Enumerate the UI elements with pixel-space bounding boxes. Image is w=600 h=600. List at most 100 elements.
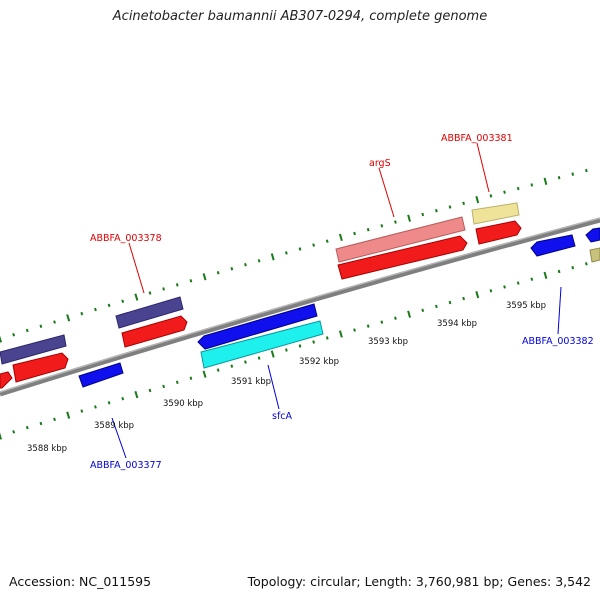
gene-arrow-red-003381[interactable] bbox=[475, 220, 522, 245]
ruler-label: 3589 kbp bbox=[94, 421, 134, 431]
minor-tick bbox=[80, 311, 84, 316]
minor-tick bbox=[12, 430, 16, 434]
gene-arrow-blue-003377[interactable] bbox=[78, 362, 124, 388]
minor-tick bbox=[421, 212, 425, 217]
ruler-label: 3591 kbp bbox=[231, 377, 271, 387]
gene-label-003378[interactable]: ABBFA_003378 bbox=[90, 233, 162, 244]
gene-arrow-cyan-sfca[interactable] bbox=[200, 320, 324, 369]
minor-tick bbox=[162, 384, 166, 389]
minor-tick bbox=[584, 262, 588, 266]
minor-tick bbox=[325, 336, 329, 340]
minor-tick bbox=[298, 344, 302, 348]
minor-tick bbox=[284, 251, 288, 255]
minor-tick bbox=[516, 281, 520, 285]
minor-tick bbox=[448, 300, 452, 305]
major-tick bbox=[475, 195, 480, 204]
gene-arrow-blue-003382[interactable] bbox=[530, 234, 576, 257]
minor-tick bbox=[585, 168, 588, 173]
gene-block-khaki-003381[interactable] bbox=[471, 202, 520, 225]
minor-tick bbox=[12, 333, 16, 337]
gene-labels: ABBFA_003378 argS ABBFA_003381 ABBFA_003… bbox=[90, 133, 594, 471]
leader-sfca bbox=[267, 364, 280, 410]
gene-block-purple-003378[interactable] bbox=[115, 296, 184, 329]
minor-tick bbox=[298, 247, 302, 251]
minor-tick bbox=[448, 205, 452, 209]
ruler-labels: 3588 kbp 3589 kbp 3590 kbp 3591 kbp 3592… bbox=[27, 301, 546, 454]
minor-tick bbox=[571, 172, 575, 176]
minor-tick bbox=[148, 388, 152, 393]
leader-003382 bbox=[557, 286, 562, 335]
major-tick bbox=[202, 273, 207, 281]
minor-tick bbox=[53, 417, 56, 422]
minor-tick bbox=[312, 340, 316, 344]
gene-label-args[interactable]: argS bbox=[369, 158, 391, 169]
gene-arrow-red-1[interactable] bbox=[12, 352, 69, 383]
major-tick bbox=[134, 390, 139, 399]
minor-tick bbox=[557, 269, 561, 274]
minor-tick bbox=[175, 380, 179, 385]
minor-tick bbox=[571, 265, 575, 270]
minor-tick bbox=[257, 356, 261, 360]
minor-tick bbox=[230, 267, 234, 271]
minor-tick bbox=[421, 308, 425, 313]
gene-block-khaki-right[interactable] bbox=[589, 247, 600, 263]
major-tick bbox=[66, 411, 71, 419]
minor-tick bbox=[175, 283, 179, 287]
minor-tick bbox=[462, 201, 465, 205]
gene-block-purple-left[interactable] bbox=[0, 334, 67, 365]
minor-tick bbox=[366, 324, 370, 328]
gene-label-sfca[interactable]: sfcA bbox=[272, 411, 293, 422]
major-tick bbox=[202, 370, 207, 378]
minor-tick bbox=[503, 190, 506, 194]
minor-tick bbox=[244, 263, 247, 267]
gene-arrow-red-003378[interactable] bbox=[121, 315, 188, 348]
minor-tick bbox=[557, 176, 561, 180]
leader-003381 bbox=[476, 142, 490, 193]
major-tick bbox=[134, 293, 139, 301]
minor-tick bbox=[353, 231, 356, 236]
map-title: Acinetobacter baumannii AB307-0294, comp… bbox=[112, 9, 488, 24]
gene-arrow-blue-right[interactable] bbox=[585, 227, 600, 243]
genome-backbone bbox=[0, 217, 600, 397]
minor-tick bbox=[366, 227, 370, 232]
minor-tick bbox=[189, 279, 193, 283]
gene-arrow-blue-sfca[interactable] bbox=[197, 303, 318, 350]
leader-003377 bbox=[111, 417, 127, 459]
minor-tick bbox=[380, 320, 384, 324]
minor-tick bbox=[489, 289, 493, 293]
minor-tick bbox=[434, 304, 438, 309]
minor-tick bbox=[25, 425, 29, 430]
minor-tick bbox=[148, 291, 152, 295]
minor-tick bbox=[284, 348, 288, 352]
gene-label-003381[interactable]: ABBFA_003381 bbox=[441, 133, 513, 144]
minor-tick bbox=[39, 324, 43, 328]
minor-tick bbox=[39, 421, 43, 426]
ruler-label: 3590 kbp bbox=[163, 399, 203, 409]
minor-tick bbox=[230, 364, 234, 368]
minor-tick bbox=[257, 259, 261, 263]
gene-label-003377[interactable]: ABBFA_003377 bbox=[90, 460, 162, 471]
major-tick bbox=[66, 314, 71, 322]
minor-tick bbox=[216, 368, 220, 372]
ruler-label: 3593 kbp bbox=[368, 337, 408, 347]
minor-tick bbox=[94, 307, 97, 312]
ruler-label: 3588 kbp bbox=[27, 444, 67, 454]
accession-text: Accession: NC_011595 bbox=[9, 574, 152, 589]
major-tick bbox=[475, 291, 480, 299]
gene-block-pink-args[interactable] bbox=[335, 216, 466, 263]
minor-tick bbox=[530, 183, 534, 187]
leader-003378 bbox=[128, 242, 145, 294]
major-tick bbox=[407, 214, 411, 222]
minor-tick bbox=[503, 285, 506, 289]
gene-arrow-red-leftmost[interactable] bbox=[0, 371, 13, 389]
minor-tick bbox=[162, 287, 166, 291]
gene-label-003382[interactable]: ABBFA_003382 bbox=[522, 336, 594, 347]
minor-tick bbox=[394, 220, 397, 224]
minor-tick bbox=[462, 296, 466, 301]
major-tick bbox=[543, 177, 548, 185]
minor-tick bbox=[325, 239, 329, 243]
gene-arrow-red-args[interactable] bbox=[337, 235, 468, 280]
minor-tick bbox=[107, 303, 111, 308]
minor-tick bbox=[435, 209, 438, 213]
